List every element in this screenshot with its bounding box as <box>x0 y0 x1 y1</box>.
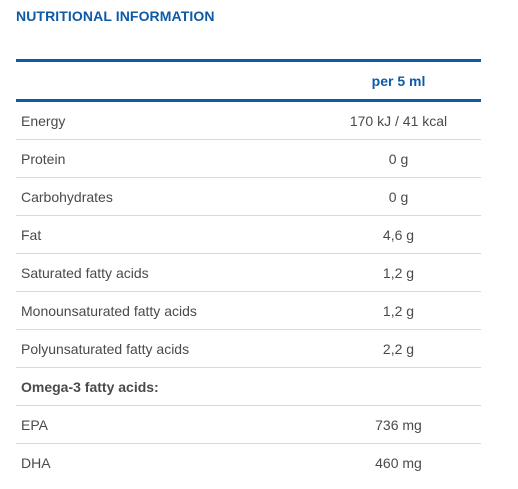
table-row: Polyunsaturated fatty acids 2,2 g <box>16 330 481 368</box>
row-label-omega3: Omega-3 fatty acids: <box>21 378 159 395</box>
table-row: Protein 0 g <box>16 140 481 178</box>
table-row: Carbohydrates 0 g <box>16 178 481 216</box>
row-label-protein: Protein <box>21 150 66 167</box>
row-value-saturated: 1,2 g <box>382 264 415 281</box>
row-value-polyunsaturated: 2,2 g <box>382 340 415 357</box>
row-value-fat: 4,6 g <box>382 226 415 243</box>
header-nutrient <box>16 60 311 102</box>
row-value-omega3 <box>311 368 481 406</box>
row-label-polyunsaturated: Polyunsaturated fatty acids <box>21 340 190 357</box>
row-value-protein: 0 g <box>388 150 409 167</box>
table-row: Energy 170 kJ / 41 kcal <box>16 101 481 140</box>
row-value-dha: 460 mg <box>375 454 422 471</box>
row-value-energy: 170 kJ / 41 kcal <box>349 112 448 129</box>
table-row: DHA 460 mg <box>16 444 481 482</box>
row-label-fat: Fat <box>21 226 42 243</box>
page-title: NUTRITIONAL INFORMATION <box>16 8 215 24</box>
nutrition-table: per 5 ml Energy 170 kJ / 41 kcal Protein… <box>16 59 481 482</box>
row-label-energy: Energy <box>21 112 66 129</box>
row-label-dha: DHA <box>21 454 51 471</box>
row-label-epa: EPA <box>21 416 48 433</box>
table-row: Monounsaturated fatty acids 1,2 g <box>16 292 481 330</box>
row-label-saturated: Saturated fatty acids <box>21 264 149 281</box>
row-value-carbohydrates: 0 g <box>388 188 409 205</box>
table-row: Saturated fatty acids 1,2 g <box>16 254 481 292</box>
header-per-5ml: per 5 ml <box>311 60 481 102</box>
table-row: Fat 4,6 g <box>16 216 481 254</box>
table-header-row: per 5 ml <box>16 60 481 102</box>
row-label-carbohydrates: Carbohydrates <box>21 188 113 205</box>
row-value-epa: 736 mg <box>375 416 422 433</box>
row-label-monounsaturated: Monounsaturated fatty acids <box>21 302 197 319</box>
table-row: EPA 736 mg <box>16 406 481 444</box>
table-row: Omega-3 fatty acids: <box>16 368 481 406</box>
row-value-monounsaturated: 1,2 g <box>382 302 415 319</box>
